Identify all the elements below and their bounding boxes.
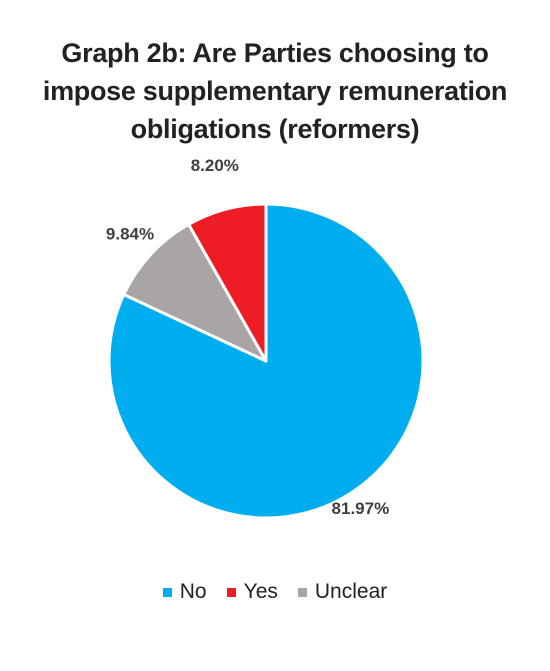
- chart-title: Graph 2b: Are Parties choosing to impose…: [0, 34, 550, 148]
- legend-label-yes: Yes: [243, 580, 278, 603]
- data-label-unclear: 9.84%: [106, 225, 154, 244]
- data-label-yes: 8.20%: [191, 156, 239, 175]
- chart-title-line-3: obligations (reformers): [130, 114, 420, 144]
- legend-item-no: No: [162, 580, 207, 604]
- pie-slice-unclear: [122, 222, 268, 363]
- legend-label-no: No: [179, 580, 207, 603]
- legend-swatch-yes: [226, 587, 236, 597]
- pie-slices: [107, 202, 425, 520]
- legend-label-unclear: Unclear: [314, 580, 388, 603]
- legend-swatch-no: [162, 587, 172, 597]
- chart-title-line-1: Graph 2b: Are Parties choosing to: [61, 38, 489, 68]
- legend-item-yes: Yes: [226, 580, 278, 604]
- legend-swatch-unclear: [297, 587, 307, 597]
- chart-legend: No Yes Unclear: [0, 580, 550, 604]
- data-label-no: 81.97%: [332, 499, 390, 518]
- pie-labels: 81.97% 9.84% 8.20%: [106, 156, 389, 518]
- chart-title-line-2: impose supplementary remuneration: [42, 76, 508, 106]
- pie-slice-yes: [187, 202, 268, 363]
- legend-item-unclear: Unclear: [297, 580, 388, 604]
